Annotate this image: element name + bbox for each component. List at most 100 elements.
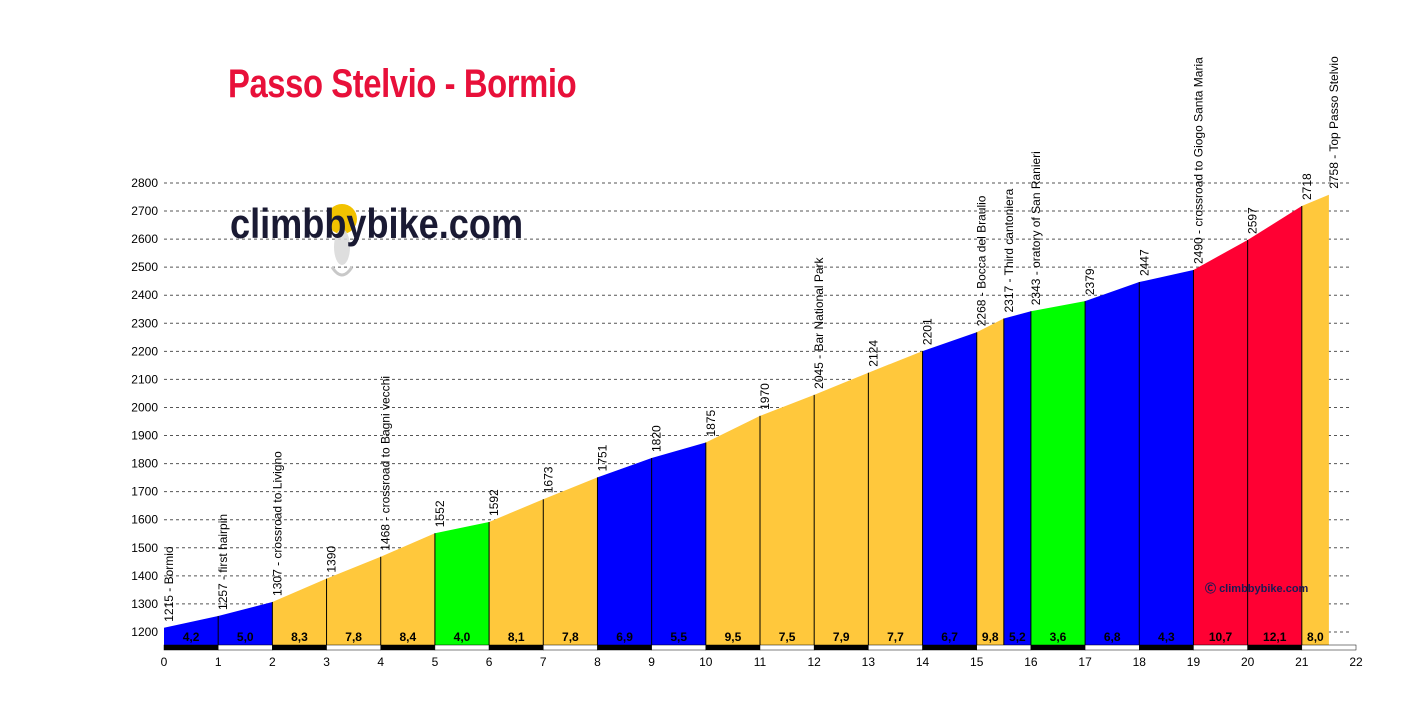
y-tick-label: 1700 [131,485,158,499]
x-tick-label: 16 [1024,655,1038,669]
km-bar [705,644,761,651]
y-tick-label: 1900 [131,429,158,443]
y-tick-label: 2300 [131,316,158,330]
elevation-annotation: 1820 [650,425,664,452]
elevation-annotation: 1468 - crossroad to Bagni vecchi [379,376,393,551]
x-tick-label: 17 [1078,655,1092,669]
gradient-label: 8,0 [1307,630,1324,644]
profile-segment [326,556,381,646]
gradient-label: 9,8 [982,630,999,644]
y-tick-label: 1600 [131,513,158,527]
elevation-annotation: 2490 - crossroad to Giogo Santa Maria [1191,57,1205,264]
km-bar [1030,644,1086,651]
km-bar [922,644,977,651]
km-bar [651,644,707,651]
gradient-label: 7,7 [887,630,904,644]
x-tick-label: 2 [269,655,276,669]
elevation-annotation: 1215 - Bormio [162,546,176,622]
profile-segment [1085,282,1140,646]
x-tick-label: 14 [916,655,930,669]
y-tick-label: 1800 [131,457,158,471]
km-bar [1301,644,1357,651]
x-tick-label: 5 [432,655,439,669]
profile-segment [1030,301,1086,646]
elevation-annotation: 2045 - Bar National Park [812,256,826,388]
gradient-label: 8,3 [291,630,308,644]
gradient-label: 5,2 [1009,630,1026,644]
elevation-annotation: 2268 - Bocca del Braulio [975,195,989,326]
profile-segment [380,533,435,646]
profile-segment [272,578,327,646]
elevation-annotation: 2317 - Third cantoniera [1002,188,1016,312]
chart-title: Passo Stelvio - Bormio [228,62,577,106]
x-tick-label: 18 [1133,655,1147,669]
gradient-label: 6,8 [1104,630,1121,644]
x-tick-label: 9 [648,655,655,669]
x-tick-label: 19 [1187,655,1201,669]
profile-segment [489,499,544,646]
profile-segment [1301,194,1329,646]
profile-segment [814,372,869,646]
y-tick-label: 2200 [131,344,158,358]
y-tick-label: 1300 [131,597,158,611]
km-bar [543,644,598,651]
elevation-annotation: 2758 - Top Passo Stelvio [1327,56,1341,189]
km-bar [488,644,544,651]
brand-watermark: climbbybike.com [230,200,524,247]
profile-segment [922,332,977,646]
km-bar [326,644,381,651]
gradient-label: 6,7 [941,630,958,644]
elevation-annotation: 1592 [487,489,501,516]
y-tick-label: 1500 [131,541,158,555]
y-tick-label: 1200 [131,625,158,639]
y-tick-label: 2700 [131,204,158,218]
elevation-annotation: 1875 [704,410,718,437]
elevation-annotation: 1257 - first hairpin [216,514,230,610]
elevation-annotation: 1751 [595,444,609,471]
x-tick-label: 21 [1295,655,1309,669]
elevation-annotation: 1970 [758,383,772,410]
km-bar [597,644,652,651]
x-tick-label: 4 [377,655,384,669]
x-tick-label: 13 [862,655,876,669]
elevation-annotation: 2447 [1137,249,1151,276]
profile-segment [543,477,598,646]
km-bar [380,644,436,651]
y-tick-label: 2500 [131,260,158,274]
profile-segment [976,318,1004,646]
x-tick-label: 15 [970,655,984,669]
elevation-annotation: 1390 [325,546,339,573]
km-bar [434,644,490,651]
x-tick-label: 6 [486,655,493,669]
km-bar [759,644,815,651]
gradient-label: 9,5 [725,630,742,644]
gradient-label: 7,9 [833,630,850,644]
y-tick-label: 2400 [131,288,158,302]
gradient-label: 7,8 [562,630,579,644]
elevation-annotation: 1673 [541,466,555,493]
x-tick-label: 0 [161,655,168,669]
x-tick-label: 8 [594,655,601,669]
profile-segment [1139,269,1194,646]
bike-logo-icon [327,204,357,277]
km-bar [217,644,273,651]
gradient-label: 5,5 [670,630,687,644]
gradient-label: 8,1 [508,630,525,644]
x-tick-label: 20 [1241,655,1255,669]
x-tick-label: 7 [540,655,547,669]
y-tick-label: 2000 [131,400,158,414]
x-tick-label: 10 [699,655,713,669]
km-bar [813,644,869,651]
gradient-label: 12,1 [1263,630,1287,644]
profile-segment [597,457,652,646]
gradient-label: 5,0 [237,630,254,644]
x-tick-label: 3 [323,655,330,669]
profile-segment [1003,311,1031,646]
km-bar [976,644,1032,651]
gradient-label: 7,8 [345,630,362,644]
small-brand-watermark: Ⓒ climbbybike.com [1205,580,1308,596]
elevation-annotation: 2343 - oratory of San Ranieri [1029,151,1043,305]
y-tick-label: 1400 [131,569,158,583]
elevation-annotation: 1552 [433,500,447,527]
